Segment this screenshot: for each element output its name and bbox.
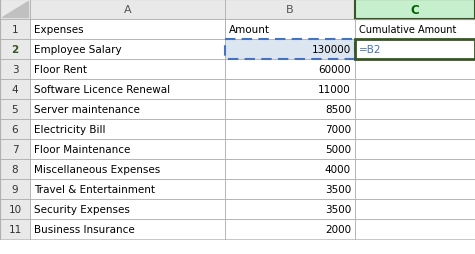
Text: 1: 1 — [12, 25, 19, 35]
Bar — [0, 199, 30, 219]
Bar — [0, 159, 30, 179]
Text: =B2: =B2 — [359, 45, 381, 55]
Text: 6: 6 — [12, 124, 19, 134]
Text: C: C — [410, 4, 419, 17]
Text: 2: 2 — [11, 45, 19, 55]
Text: 4000: 4000 — [325, 164, 351, 174]
Text: Expenses: Expenses — [34, 25, 84, 35]
Bar — [0, 20, 30, 40]
Text: Floor Maintenance: Floor Maintenance — [34, 145, 130, 154]
Text: 11000: 11000 — [318, 85, 351, 95]
Bar — [0, 120, 30, 139]
Text: 4: 4 — [12, 85, 19, 95]
Text: 10: 10 — [9, 204, 21, 214]
Bar — [0, 60, 30, 80]
Text: 9: 9 — [12, 184, 19, 194]
Text: Server maintenance: Server maintenance — [34, 105, 140, 115]
Bar — [0, 0, 30, 20]
Bar — [225, 40, 355, 60]
Bar — [355, 40, 475, 60]
Bar — [30, 0, 225, 20]
Bar — [0, 139, 30, 159]
Text: Floor Rent: Floor Rent — [34, 65, 87, 75]
Text: 60000: 60000 — [318, 65, 351, 75]
Bar — [225, 0, 355, 20]
Text: Amount: Amount — [229, 25, 270, 35]
Text: 8500: 8500 — [325, 105, 351, 115]
Text: 3500: 3500 — [325, 184, 351, 194]
Bar — [0, 179, 30, 199]
Text: Software Licence Renewal: Software Licence Renewal — [34, 85, 170, 95]
Text: Security Expenses: Security Expenses — [34, 204, 130, 214]
Text: 8: 8 — [12, 164, 19, 174]
Polygon shape — [2, 2, 28, 18]
Bar — [355, 0, 475, 20]
Text: 3500: 3500 — [325, 204, 351, 214]
Text: 7: 7 — [12, 145, 19, 154]
Text: Cumulative Amount: Cumulative Amount — [359, 25, 456, 35]
Text: 5: 5 — [12, 105, 19, 115]
Text: B: B — [286, 5, 294, 15]
Text: Miscellaneous Expenses: Miscellaneous Expenses — [34, 164, 160, 174]
Bar — [225, 40, 355, 60]
Text: 130000: 130000 — [312, 45, 351, 55]
Text: 2000: 2000 — [325, 224, 351, 234]
Text: A: A — [124, 5, 131, 15]
Text: Travel & Entertainment: Travel & Entertainment — [34, 184, 155, 194]
Bar — [0, 40, 30, 60]
Bar — [0, 80, 30, 100]
Text: Electricity Bill: Electricity Bill — [34, 124, 105, 134]
Text: Business Insurance: Business Insurance — [34, 224, 135, 234]
Bar — [0, 219, 30, 239]
Bar — [0, 100, 30, 120]
Text: Employee Salary: Employee Salary — [34, 45, 122, 55]
Text: 7000: 7000 — [325, 124, 351, 134]
Text: 11: 11 — [9, 224, 22, 234]
Text: 5000: 5000 — [325, 145, 351, 154]
Text: 3: 3 — [12, 65, 19, 75]
